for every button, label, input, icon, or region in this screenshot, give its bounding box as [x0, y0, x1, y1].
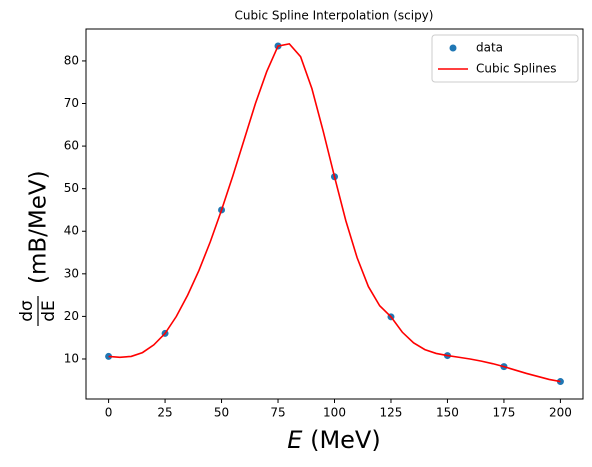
x-tick-label: 0	[105, 406, 113, 420]
spline-line	[108, 43, 561, 383]
y-tick-label: 50	[64, 181, 79, 195]
y-tick-label: 20	[64, 309, 79, 323]
plot-frame	[85, 28, 584, 400]
x-tick-label: 150	[436, 406, 459, 420]
x-tick-label: 125	[380, 406, 403, 420]
x-axis-label: E (MeV)	[287, 426, 380, 454]
x-tick-label: 175	[492, 406, 515, 420]
x-tick-label: 75	[270, 406, 285, 420]
legend-marker	[449, 44, 457, 52]
y-tick-label: 70	[64, 96, 79, 110]
legend-box	[431, 34, 579, 83]
y-tick-label: 80	[64, 53, 79, 67]
x-tick-label: 50	[214, 406, 229, 420]
legend-label: Cubic Splines	[476, 62, 557, 76]
x-axis-label-text: E (MeV)	[287, 426, 380, 454]
legend-label: data	[476, 41, 503, 55]
y-label-numerator: dσ	[17, 300, 37, 322]
y-tick-label: 30	[64, 266, 79, 280]
x-tick-label: 100	[323, 406, 346, 420]
x-tick-label: 25	[157, 406, 172, 420]
y-tick-label: 40	[64, 224, 79, 238]
y-label-unit: (mB/MeV)	[26, 170, 52, 284]
chart-title: Cubic Spline Interpolation (scipy)	[235, 9, 434, 23]
y-label-denominator: dE	[39, 300, 59, 322]
y-tick-label: 60	[64, 139, 79, 153]
x-tick-label: 200	[549, 406, 572, 420]
x-label-unit: (MeV)	[310, 426, 381, 454]
y-axis-label: dσ dE (mB/MeV)	[17, 170, 59, 326]
y-tick-label: 10	[64, 351, 79, 365]
x-label-symbol: E	[287, 426, 303, 454]
